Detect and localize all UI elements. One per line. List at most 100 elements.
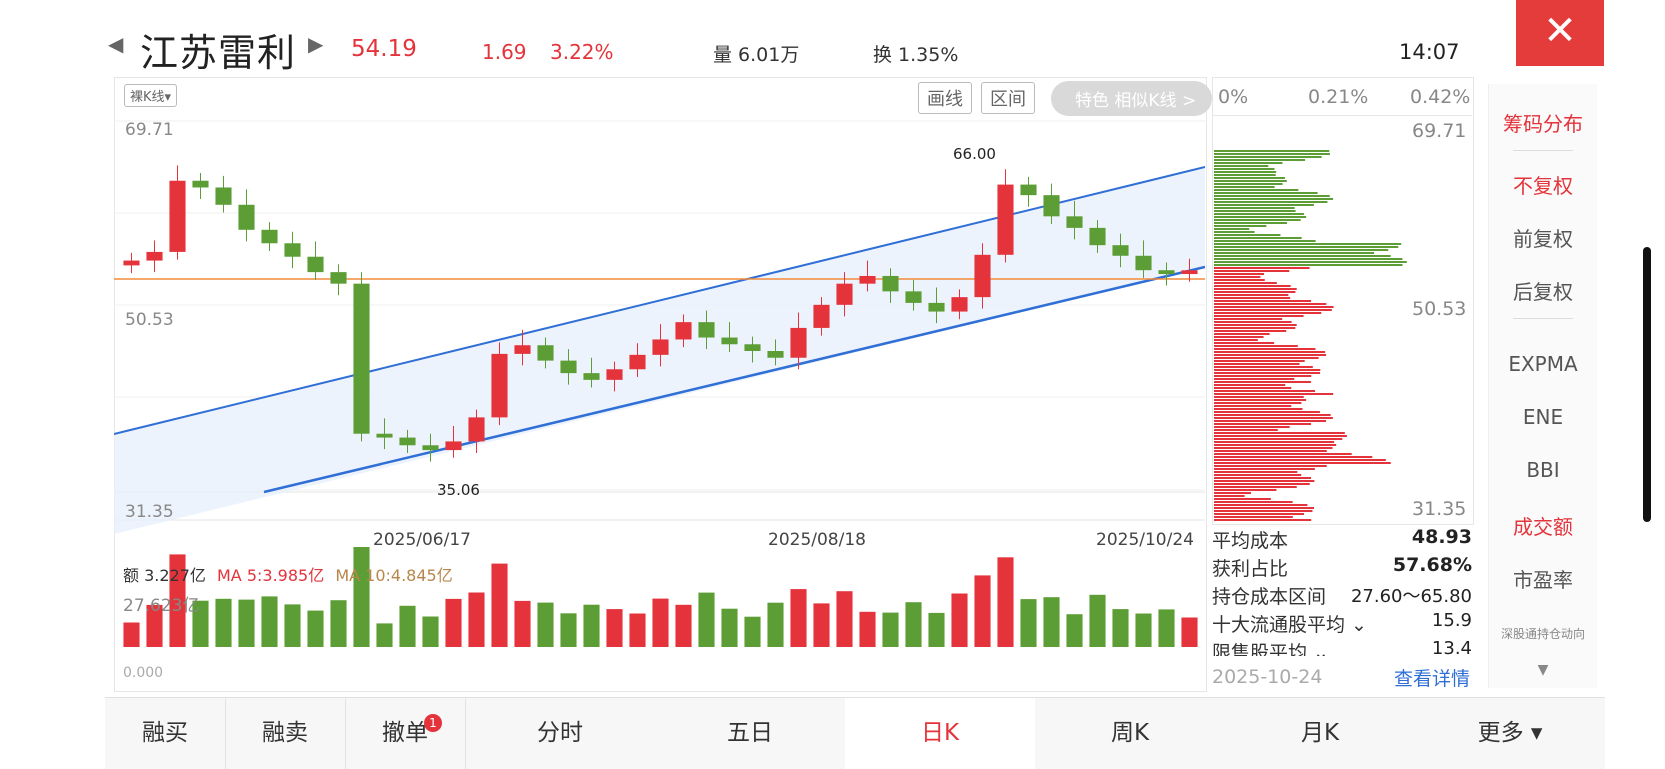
menu-backward-adjust[interactable]: 后复权 xyxy=(1513,280,1573,304)
candle xyxy=(468,417,485,442)
menu-divider xyxy=(1513,318,1573,319)
volume-bar xyxy=(721,608,738,647)
chip-bar xyxy=(1214,315,1304,317)
chip-bar xyxy=(1214,507,1315,509)
tab-more[interactable]: 更多 ▾ xyxy=(1477,720,1543,746)
chip-bar xyxy=(1214,513,1304,515)
candle xyxy=(721,337,738,345)
chip-bar xyxy=(1214,402,1302,404)
volume-bar xyxy=(606,609,623,647)
volume-bar xyxy=(169,554,186,647)
chip-distribution-chart xyxy=(1214,150,1407,521)
menu-expma[interactable]: EXPMA xyxy=(1508,352,1578,376)
volume-bar xyxy=(790,589,807,647)
chip-bar xyxy=(1214,252,1375,254)
chip-bar xyxy=(1214,300,1312,302)
chip-bar xyxy=(1214,207,1295,209)
chip-bar xyxy=(1214,399,1307,401)
menu-chip-distribution[interactable]: 筹码分布 xyxy=(1503,112,1583,136)
volume-bar xyxy=(767,602,784,647)
indicator-menu: 筹码分布 不复权 前复权 后复权 EXPMA ENE BBI 成交额 市盈率 深… xyxy=(1488,84,1597,688)
chip-bar xyxy=(1214,270,1290,272)
volume-bar xyxy=(422,616,439,647)
candle xyxy=(330,272,347,284)
chip-bar xyxy=(1214,351,1326,353)
draw-line-button[interactable]: 画线 xyxy=(918,82,972,114)
tab-divider xyxy=(345,698,346,769)
tab-five-day[interactable]: 五日 xyxy=(727,720,773,746)
stat-row[interactable]: 限售股平均 ⌄ 13.4 xyxy=(1212,638,1472,656)
close-button[interactable]: ✕ xyxy=(1516,0,1604,66)
chip-bar xyxy=(1214,174,1276,176)
chip-bar xyxy=(1214,258,1403,260)
stock-name[interactable]: 江苏雷利 xyxy=(140,31,297,75)
prev-stock-arrow[interactable]: ◀ xyxy=(108,32,124,56)
menu-turnover-amount[interactable]: 成交额 xyxy=(1513,515,1573,539)
chip-bar xyxy=(1214,495,1245,497)
volume-bar xyxy=(537,602,554,647)
view-detail-link[interactable]: 查看详情 xyxy=(1394,668,1471,690)
menu-forward-adjust[interactable]: 前复权 xyxy=(1513,227,1573,251)
volume-bar xyxy=(123,622,140,647)
stat-row[interactable]: 十大流通股平均 ⌄ 15.9 xyxy=(1212,610,1472,637)
candle xyxy=(744,344,761,351)
candle xyxy=(974,254,991,298)
kline-chart[interactable] xyxy=(114,77,1205,690)
tab-daily-k[interactable]: 日K xyxy=(845,698,1035,769)
chip-bar xyxy=(1214,192,1318,194)
stat-label: 持仓成本区间 xyxy=(1212,586,1327,608)
chip-bar xyxy=(1214,432,1345,434)
volume-bar xyxy=(1112,609,1129,647)
turnover-text: 换 1.35% xyxy=(873,44,959,66)
chip-axis-label: 0% xyxy=(1218,86,1249,108)
next-stock-arrow[interactable]: ▶ xyxy=(308,32,324,56)
volume-bar xyxy=(813,603,830,647)
chip-bar xyxy=(1214,411,1320,413)
chip-bar xyxy=(1214,378,1295,380)
scroll-indicator[interactable] xyxy=(1643,247,1651,522)
chip-bar xyxy=(1214,519,1312,521)
chip-bar xyxy=(1214,408,1303,410)
tab-margin-sell[interactable]: 融卖 xyxy=(262,720,308,746)
chip-bar xyxy=(1214,447,1333,449)
chevron-down-icon[interactable]: ▼ xyxy=(1537,662,1549,678)
chip-bar xyxy=(1214,333,1270,335)
range-button[interactable]: 区间 xyxy=(981,82,1035,114)
volume-bar xyxy=(675,604,692,647)
similar-kline-button[interactable]: 特色 相似K线 > xyxy=(1051,81,1213,116)
volume-max-label: 27.623亿 xyxy=(123,596,200,616)
chip-bar xyxy=(1214,456,1373,458)
chip-bar xyxy=(1214,255,1391,257)
chip-bar xyxy=(1214,345,1298,347)
volume-bar xyxy=(1020,599,1037,647)
volume-bar xyxy=(882,612,899,647)
menu-pe-ratio[interactable]: 市盈率 xyxy=(1513,568,1573,592)
tab-weekly-k[interactable]: 周K xyxy=(1110,720,1150,746)
candle xyxy=(1135,255,1152,271)
stat-value: 13.4 xyxy=(1431,638,1472,656)
chip-bar xyxy=(1214,171,1277,173)
chip-bar xyxy=(1214,225,1267,227)
chip-bar xyxy=(1214,342,1275,344)
menu-northbound-holdings[interactable]: 深股通持仓动向 xyxy=(1500,627,1585,641)
tab-intraday[interactable]: 分时 xyxy=(537,720,583,746)
candle xyxy=(1089,227,1106,246)
volume-bar xyxy=(146,604,163,647)
tab-cancel-order[interactable]: 撤单 xyxy=(382,720,428,746)
menu-no-adjust[interactable]: 不复权 xyxy=(1513,174,1573,198)
kline-type-select[interactable]: 裸K线▾ xyxy=(124,84,178,107)
tab-margin-buy[interactable]: 融买 xyxy=(142,720,188,746)
candle xyxy=(1158,270,1175,275)
stat-label: 限售股平均 ⌄ xyxy=(1212,642,1329,656)
tab-monthly-k[interactable]: 月K xyxy=(1300,720,1340,746)
candle xyxy=(560,360,577,374)
menu-ene[interactable]: ENE xyxy=(1522,405,1564,429)
chip-bar xyxy=(1214,282,1277,284)
candle xyxy=(813,304,830,328)
chip-bar xyxy=(1214,327,1296,329)
channel-lower-line xyxy=(263,265,1205,494)
menu-bbi[interactable]: BBI xyxy=(1526,458,1560,482)
volume-bar xyxy=(1181,617,1198,647)
stat-value: 48.93 xyxy=(1411,526,1472,548)
volume-bar xyxy=(192,600,209,647)
